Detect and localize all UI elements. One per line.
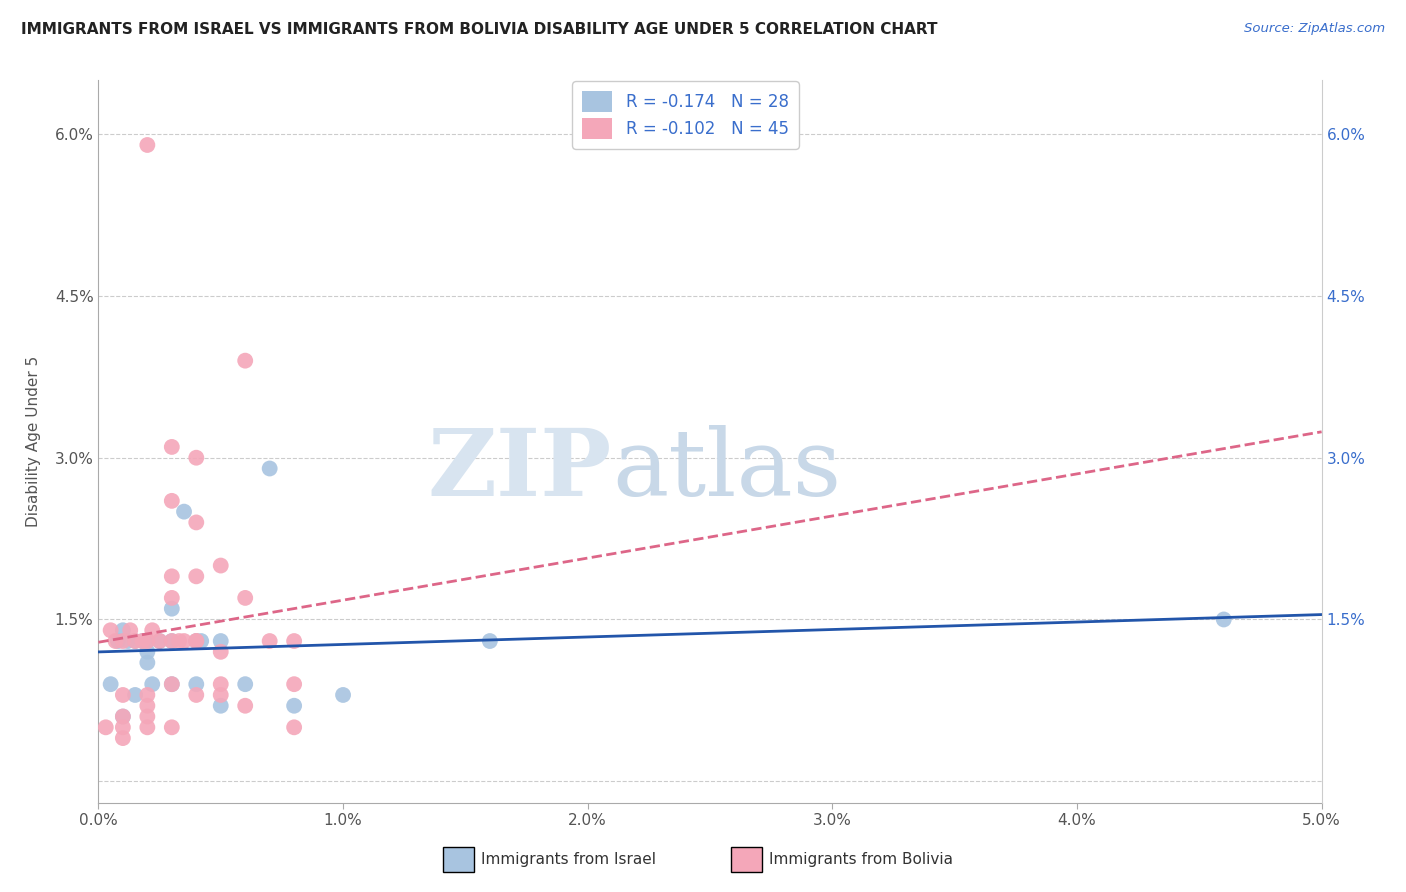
Point: [136, 138, 159, 153]
Point: [160, 569, 183, 583]
Point: [209, 698, 232, 713]
Point: [141, 677, 163, 691]
Point: [173, 505, 195, 519]
Point: [283, 677, 305, 691]
Point: [190, 634, 212, 648]
Point: [111, 709, 134, 723]
Point: [104, 634, 127, 648]
Text: IMMIGRANTS FROM ISRAEL VS IMMIGRANTS FROM BOLIVIA DISABILITY AGE UNDER 5 CORRELA: IMMIGRANTS FROM ISRAEL VS IMMIGRANTS FRO…: [21, 22, 938, 37]
Point: [209, 688, 232, 702]
Point: [186, 569, 208, 583]
Text: ZIP: ZIP: [427, 425, 612, 516]
Point: [136, 688, 159, 702]
Point: [117, 634, 139, 648]
Point: [209, 634, 232, 648]
Point: [209, 558, 232, 573]
Point: [124, 634, 146, 648]
Point: [141, 624, 163, 638]
Point: [233, 353, 256, 368]
Point: [160, 493, 183, 508]
Point: [186, 634, 208, 648]
Point: [283, 698, 305, 713]
Point: [136, 634, 159, 648]
Point: [120, 624, 142, 638]
Point: [160, 440, 183, 454]
Point: [149, 634, 172, 648]
Point: [160, 634, 183, 648]
Text: atlas: atlas: [612, 425, 841, 516]
Point: [259, 634, 281, 648]
Point: [136, 634, 159, 648]
Point: [111, 709, 134, 723]
Point: [111, 624, 134, 638]
Point: [149, 634, 172, 648]
Point: [136, 698, 159, 713]
Point: [283, 634, 305, 648]
Point: [136, 656, 159, 670]
Point: [136, 720, 159, 734]
Point: [107, 634, 129, 648]
Point: [124, 688, 146, 702]
Point: [233, 591, 256, 605]
Point: [233, 677, 256, 691]
Point: [186, 450, 208, 465]
Point: [160, 720, 183, 734]
Point: [1212, 612, 1234, 626]
Point: [186, 634, 208, 648]
Point: [160, 591, 183, 605]
Y-axis label: Disability Age Under 5: Disability Age Under 5: [25, 356, 41, 527]
Point: [111, 731, 134, 745]
Point: [478, 634, 501, 648]
Point: [136, 709, 159, 723]
Point: [186, 688, 208, 702]
Point: [111, 720, 134, 734]
Point: [167, 634, 190, 648]
Point: [160, 634, 183, 648]
Point: [186, 516, 208, 530]
Point: [100, 624, 122, 638]
Text: Immigrants from Bolivia: Immigrants from Bolivia: [769, 853, 953, 867]
Point: [186, 634, 208, 648]
Point: [209, 645, 232, 659]
Point: [233, 698, 256, 713]
Point: [209, 677, 232, 691]
Point: [283, 720, 305, 734]
Point: [131, 634, 153, 648]
Point: [136, 645, 159, 659]
Point: [259, 461, 281, 475]
Point: [111, 688, 134, 702]
Point: [160, 677, 183, 691]
Point: [186, 677, 208, 691]
Point: [160, 677, 183, 691]
Legend: R = -0.174   N = 28, R = -0.102   N = 45: R = -0.174 N = 28, R = -0.102 N = 45: [572, 81, 799, 149]
Point: [111, 634, 134, 648]
Point: [100, 677, 122, 691]
Point: [160, 601, 183, 615]
Point: [131, 634, 153, 648]
Point: [332, 688, 354, 702]
Text: Immigrants from Israel: Immigrants from Israel: [481, 853, 655, 867]
Point: [124, 634, 146, 648]
Point: [173, 634, 195, 648]
Point: [94, 720, 117, 734]
Text: Source: ZipAtlas.com: Source: ZipAtlas.com: [1244, 22, 1385, 36]
